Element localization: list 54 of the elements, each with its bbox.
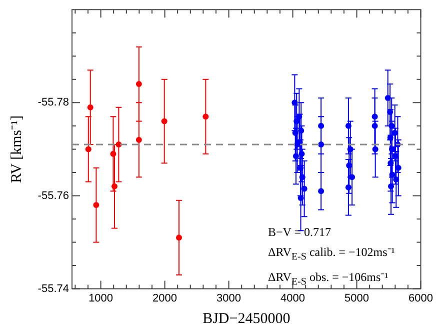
point	[388, 183, 394, 190]
point	[292, 130, 298, 136]
point	[388, 146, 395, 152]
x-tick-label: 4000	[280, 292, 306, 304]
point	[299, 174, 306, 180]
point	[392, 130, 398, 136]
point	[298, 195, 304, 202]
y-tick-label: -55.78	[38, 96, 69, 109]
point	[93, 202, 100, 208]
point	[292, 100, 298, 106]
point	[372, 146, 378, 152]
annotation: ΔRV$_{E-S}$ calib. = −102ms⁻¹	[268, 244, 395, 264]
point	[298, 150, 305, 157]
point	[372, 122, 378, 129]
point	[298, 128, 304, 134]
x-tick-label: 1000	[88, 292, 114, 304]
point	[389, 172, 396, 178]
y-tick-label: -55.74	[38, 282, 69, 295]
point	[345, 122, 352, 129]
point	[136, 136, 142, 143]
x-axis-title: BJD−2450000	[202, 310, 290, 327]
point	[292, 153, 299, 160]
point	[346, 162, 352, 168]
point	[318, 122, 324, 129]
x-tick-label: 2000	[152, 292, 178, 304]
point	[345, 184, 352, 190]
point	[387, 134, 394, 141]
point	[85, 146, 92, 152]
x-tick-label: 6000	[408, 292, 434, 304]
point	[110, 150, 116, 157]
annotation: B−V = 0.717	[268, 224, 332, 241]
x-tick-label: 5000	[344, 292, 370, 304]
point	[388, 122, 395, 129]
point	[296, 114, 302, 120]
point	[111, 183, 118, 190]
annotation: ΔRV$_{E-S}$ obs. = −106ms⁻¹	[268, 269, 390, 290]
point	[161, 118, 168, 124]
point	[393, 176, 400, 182]
point	[87, 104, 94, 110]
point	[387, 108, 394, 115]
point	[318, 142, 324, 148]
point	[388, 160, 394, 166]
point	[372, 114, 378, 120]
point	[384, 95, 391, 102]
y-axis-title: RV [kms⁻¹]	[8, 115, 25, 184]
point	[301, 186, 308, 192]
x-tick-label: 3000	[216, 292, 242, 304]
point	[349, 174, 356, 180]
point	[202, 114, 209, 120]
point	[347, 146, 354, 152]
point	[176, 234, 182, 241]
point	[136, 81, 142, 88]
point	[318, 188, 324, 194]
y-tick-label: -55.76	[38, 190, 69, 202]
